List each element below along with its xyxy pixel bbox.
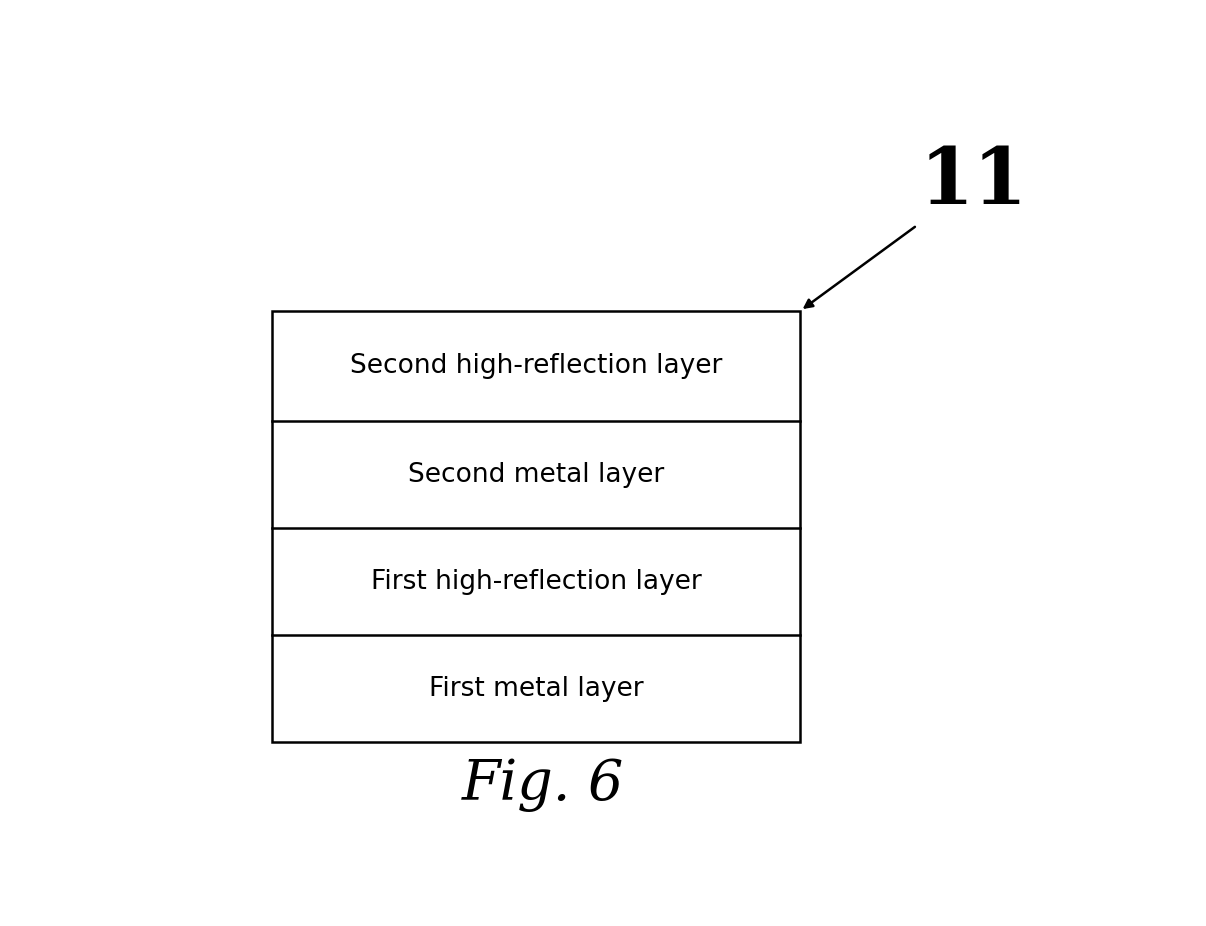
Text: Second metal layer: Second metal layer <box>408 462 665 488</box>
Text: First metal layer: First metal layer <box>429 676 644 702</box>
Text: Second high-reflection layer: Second high-reflection layer <box>350 353 722 379</box>
Text: 11: 11 <box>919 144 1028 220</box>
Bar <box>273 311 801 742</box>
Text: Fig. 6: Fig. 6 <box>462 757 625 812</box>
Text: First high-reflection layer: First high-reflection layer <box>371 569 702 594</box>
